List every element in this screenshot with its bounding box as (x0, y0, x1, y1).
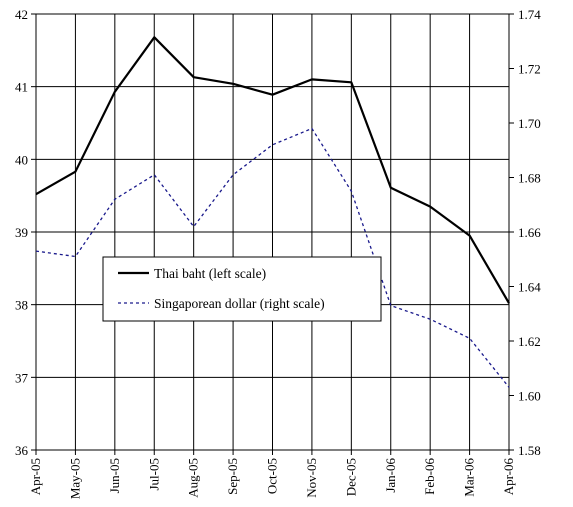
left-tick-label: 41 (15, 80, 28, 95)
x-tick-label: Apr-05 (28, 458, 43, 495)
x-tick-label: Jan-06 (383, 458, 398, 493)
x-tick-label: Sep-05 (225, 458, 240, 495)
left-axis: 36 37 38 39 40 41 42 (15, 7, 36, 458)
x-tick-label: Oct-05 (265, 458, 280, 494)
x-tick-label: Mar-06 (462, 458, 477, 497)
x-axis: Apr-05 May-05 Jun-05 Jul-05 Aug-05 Sep-05 Oct-… (28, 450, 516, 499)
right-axis: 1.58 1.60 1.62 1.64 1.66 1.68 1.70 1.72 1.74 (509, 7, 541, 458)
legend-label-singaporean-dollar: Singaporean dollar (right scale) (154, 296, 325, 311)
series-layer (35, 36, 510, 388)
x-tick-label: May-05 (67, 458, 82, 499)
x-tick-label: Feb-06 (422, 458, 437, 495)
right-tick-label: 1.68 (518, 171, 541, 186)
right-tick-label: 1.74 (518, 7, 541, 22)
left-tick-label: 39 (15, 225, 28, 240)
right-tick-label: 1.58 (518, 443, 541, 458)
right-tick-label: 1.70 (518, 116, 541, 131)
left-tick-label: 38 (15, 298, 28, 313)
left-tick-label: 36 (15, 443, 29, 458)
x-tick-label: Aug-05 (186, 458, 201, 498)
x-tick-label: Jun-05 (107, 458, 122, 493)
right-tick-label: 1.60 (518, 389, 541, 404)
legend-box (102, 256, 382, 322)
x-tick-label: Jul-05 (146, 458, 161, 491)
x-tick-label: Nov-05 (304, 458, 319, 498)
x-tick-label: Dec-05 (343, 458, 358, 496)
series-line-thai-baht (35, 36, 510, 304)
right-tick-label: 1.62 (518, 334, 541, 349)
right-tick-label: 1.72 (518, 62, 541, 77)
left-tick-label: 42 (15, 7, 28, 22)
right-tick-label: 1.66 (518, 225, 541, 240)
left-tick-label: 37 (15, 370, 29, 385)
grid-lines (36, 14, 509, 450)
x-tick-label: Apr-06 (501, 458, 516, 496)
legend-label-thai-baht: Thai baht (left scale) (154, 266, 266, 281)
left-tick-label: 40 (15, 152, 28, 167)
series-line-singaporean-dollar (35, 127, 510, 388)
legend: Thai baht (left scale) Singaporean dolla… (102, 256, 382, 322)
right-tick-label: 1.64 (518, 280, 541, 295)
